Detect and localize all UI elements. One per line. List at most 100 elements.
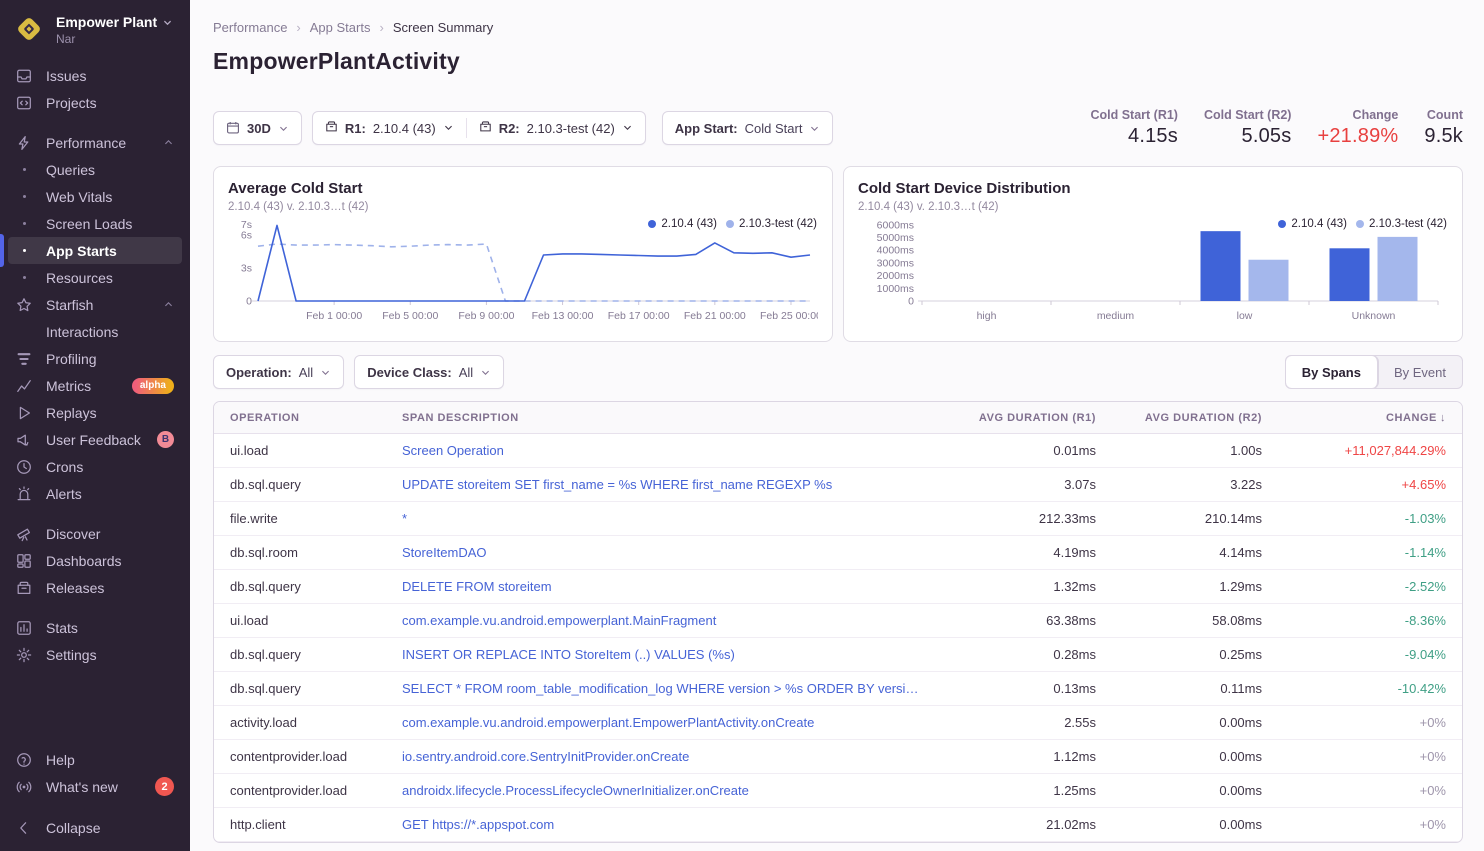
sidebar-item-alerts[interactable]: Alerts [8,480,182,507]
sidebar-item-what-s-new[interactable]: What's new 2 [8,773,182,800]
sidebar-item-app-starts[interactable]: App Starts [0,234,182,267]
svg-text:6000ms: 6000ms [877,219,914,231]
span-description-link[interactable]: com.example.vu.android.empowerplant.Main… [402,613,717,628]
span-description-link[interactable]: com.example.vu.android.empowerplant.Empo… [402,715,815,730]
cell-avg-duration-r2: 58.08ms [1212,613,1262,628]
svg-text:Feb 9 00:00: Feb 9 00:00 [458,310,514,322]
cell-avg-duration-r1: 1.32ms [1053,579,1096,594]
breadcrumb-performance[interactable]: Performance [213,20,288,35]
chart-legend: 2.10.4 (43) 2.10.3-test (42) [648,218,817,230]
dashboards-icon [16,553,32,569]
svg-text:medium: medium [1097,310,1135,322]
svg-text:Unknown: Unknown [1352,310,1396,322]
operation-filter-button[interactable]: Operation: All [213,355,345,389]
table-row: ui.load com.example.vu.android.empowerpla… [214,604,1462,638]
span-description-link[interactable]: SELECT * FROM room_table_modification_lo… [402,681,924,696]
sidebar-item-settings[interactable]: Settings [8,641,182,668]
sidebar-item-interactions[interactable]: Interactions [8,318,182,345]
sidebar-item-user-feedback[interactable]: User Feedback B [8,426,182,453]
sidebar-item-collapse[interactable]: Collapse [8,814,182,841]
sidebar-item-label: Releases [46,579,105,596]
legend-item-2-10-3-test-42[interactable]: 2.10.3-test (42) [1356,218,1447,230]
cell-operation: activity.load [230,715,297,730]
average-cold-start-card: Average Cold Start 2.10.4 (43) v. 2.10.3… [213,166,833,342]
sidebar-item-dashboards[interactable]: Dashboards [8,547,182,574]
chart-title: Average Cold Start [228,180,363,197]
cell-operation: contentprovider.load [230,783,348,798]
span-description-link[interactable]: androidx.lifecycle.ProcessLifecycleOwner… [402,783,749,798]
sidebar-item-starfish[interactable]: Starfish [8,291,182,318]
breadcrumb-app-starts[interactable]: App Starts [309,20,371,35]
sidebar-item-issues[interactable]: Issues [8,62,182,89]
sidebar-item-projects[interactable]: Projects [8,89,182,116]
metrics-icon [16,378,32,394]
cell-avg-duration-r2: 3.22s [1230,477,1262,492]
chart-subtitle: 2.10.4 (43) v. 2.10.3…t (42) [228,201,369,213]
legend-item-2-10-4-43[interactable]: 2.10.4 (43) [1278,218,1347,230]
sidebar-item-label: Interactions [46,323,119,340]
sidebar-item-stats[interactable]: Stats [8,614,182,641]
profiling-icon [16,351,32,367]
legend-label: 2.10.4 (43) [1291,218,1348,230]
release-r2-button[interactable]: R2: 2.10.3-test (42) [467,112,645,144]
span-description-link[interactable]: io.sentry.android.core.SentryInitProvide… [402,749,690,764]
sidebar-item-profiling[interactable]: Profiling [8,345,182,372]
span-description-link[interactable]: Screen Operation [402,443,504,458]
device-class-filter-button[interactable]: Device Class: All [354,355,505,389]
span-description-link[interactable]: * [402,511,408,526]
date-range-button[interactable]: 30D [213,111,302,145]
sidebar-item-web-vitals[interactable]: Web Vitals [8,183,182,210]
stat-value: +21.89% [1317,125,1399,147]
cell-avg-duration-r2: 0.25ms [1219,647,1262,662]
sidebar-item-resources[interactable]: Resources [8,264,182,291]
release-r1-prefix: R1: [344,120,366,136]
span-description-link[interactable]: GET https://*.appspot.com [402,817,555,832]
sidebar-item-label: User Feedback [46,431,141,448]
sidebar-item-discover[interactable]: Discover [8,520,182,547]
sidebar-footer: Help What's new 2 Collapse [0,746,190,851]
col-change-sort[interactable]: CHANGE ↓ [1262,412,1446,424]
table-row: ui.load Screen Operation 0.01ms 1.00s +11,02… [214,434,1462,468]
release-r1-button[interactable]: R1: 2.10.4 (43) [313,112,466,144]
performance-icon [16,135,32,151]
stat-change: Change +21.89% [1317,108,1398,148]
sidebar-item-replays[interactable]: Replays [8,399,182,426]
org-switcher[interactable]: Empower Plant Nar [0,0,190,52]
span-description-link[interactable]: INSERT OR REPLACE INTO StoreItem (..) VA… [402,647,735,662]
span-description-link[interactable]: UPDATE storeitem SET first_name = %s WHE… [402,477,833,492]
cell-change: -10.42% [1397,681,1446,696]
legend-item-2-10-3-test-42[interactable]: 2.10.3-test (42) [726,218,817,230]
sidebar-item-crons[interactable]: Crons [8,453,182,480]
sidebar-item-screen-loads[interactable]: Screen Loads [8,210,182,237]
stat-label: Cold Start (R1) [1090,108,1178,122]
table-body: ui.load Screen Operation 0.01ms 1.00s +11,02… [214,434,1462,842]
legend-dot-icon [648,220,657,228]
stat-value: 5.05s [1241,125,1292,147]
span-description-link[interactable]: DELETE FROM storeitem [402,579,552,594]
sidebar-item-label: Screen Loads [46,215,133,232]
sidebar-item-label: App Starts [46,242,117,259]
table-row: db.sql.room StoreItemDAO 4.19ms 4.14ms -1.14… [214,536,1462,570]
date-range-label: 30D [247,120,271,136]
legend-item-2-10-4-43[interactable]: 2.10.4 (43) [648,218,717,230]
svg-text:Feb 13 00:00: Feb 13 00:00 [532,310,594,322]
sidebar-item-help[interactable]: Help [8,746,182,773]
chevron-down-icon [809,123,820,134]
svg-text:0: 0 [246,296,252,308]
svg-text:3000ms: 3000ms [877,257,914,269]
toggle-by-spans[interactable]: By Spans [1285,356,1378,388]
spans-table: OPERATION SPAN DESCRIPTION AVG DURATION … [213,401,1463,843]
sidebar-item-metrics[interactable]: Metrics alpha [8,372,182,399]
table-row: db.sql.query SELECT * FROM room_table_mod… [214,672,1462,706]
stat-label: Count [1426,108,1463,122]
span-description-link[interactable]: StoreItemDAO [402,545,487,560]
issues-icon [16,68,32,84]
toggle-by-event[interactable]: By Event [1393,364,1446,380]
svg-text:6s: 6s [241,230,252,242]
operation-value: All [298,364,314,380]
sidebar-item-performance[interactable]: Performance [8,129,182,156]
app-start-type-button[interactable]: App Start: Cold Start [661,111,834,145]
sidebar-item-releases[interactable]: Releases [8,574,182,601]
cell-avg-duration-r1: 63.38ms [1046,613,1096,628]
sidebar-item-queries[interactable]: Queries [8,156,182,183]
